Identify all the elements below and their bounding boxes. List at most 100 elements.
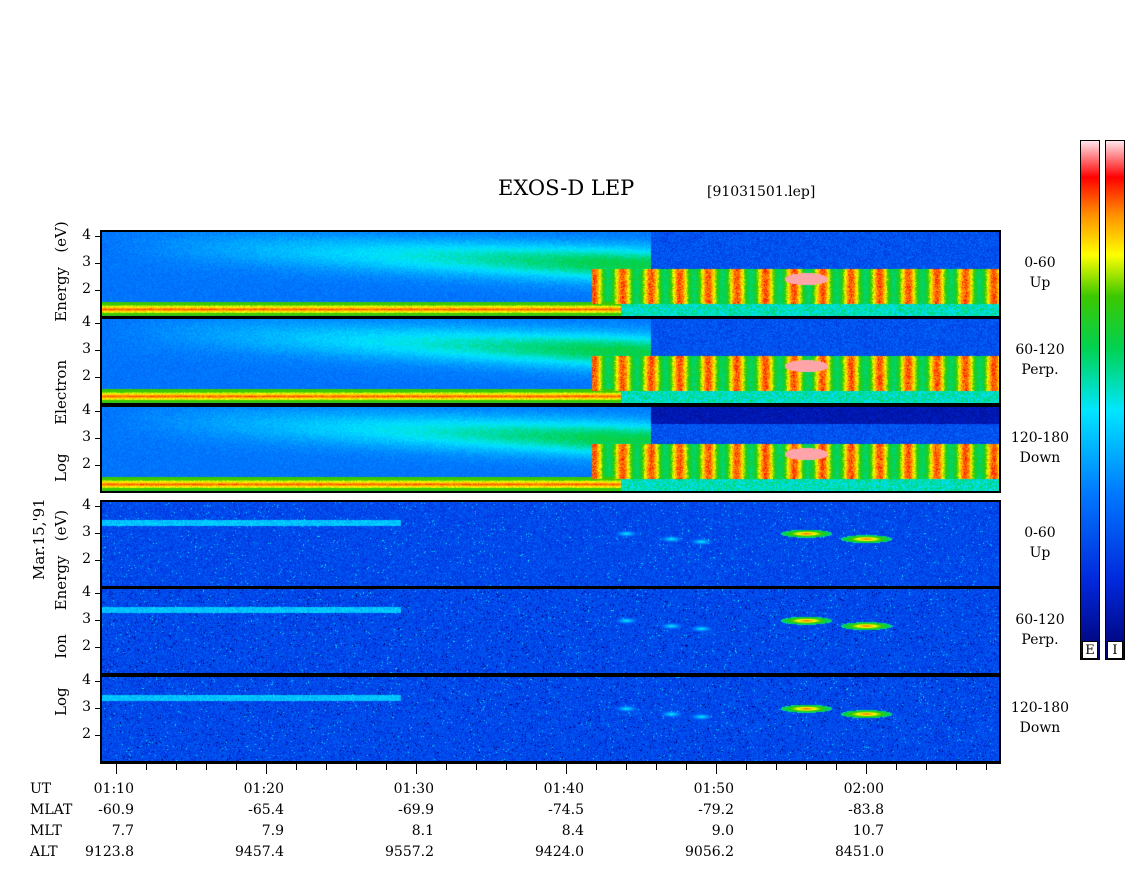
y-tick	[95, 377, 101, 379]
orbit-cell-alt: 8451.0	[835, 844, 884, 860]
x-major-tick	[716, 764, 717, 774]
spectrogram-panel-ion-3	[101, 501, 1001, 587]
orbit-cell-mlt: 8.1	[411, 823, 434, 839]
x-minor-tick	[176, 764, 177, 770]
orbit-cell-mlt: 7.9	[261, 823, 284, 839]
spectrogram-image	[101, 501, 1001, 587]
row-name-ut: UT	[30, 781, 52, 797]
orbit-cell-mlat: -60.9	[98, 802, 134, 818]
orbit-cell-ut: 01:20	[243, 781, 284, 797]
y-tick	[95, 533, 101, 535]
energy-range-label: 120-180	[1010, 700, 1070, 716]
y-tick-label: 3	[82, 254, 91, 271]
x-minor-tick	[806, 764, 807, 770]
y-tick-label: 4	[82, 402, 91, 419]
orbit-cell-mlt: 8.4	[561, 823, 584, 839]
x-minor-tick	[776, 764, 777, 770]
orbit-cell-mlt: 7.7	[111, 823, 134, 839]
orbit-cell-alt: 9123.8	[85, 844, 134, 860]
electron-axis-label: Log Electron Energy (eV)	[52, 221, 70, 482]
spectrogram-image	[101, 588, 1001, 674]
x-minor-tick	[836, 764, 837, 770]
y-tick	[95, 350, 101, 352]
spectrogram-image	[101, 318, 1001, 404]
y-tick	[95, 593, 101, 595]
y-tick-label: 4	[82, 672, 91, 689]
y-tick-label: 4	[82, 497, 91, 514]
x-minor-tick	[446, 764, 447, 770]
x-minor-tick	[626, 764, 627, 770]
orbit-cell-ut: 01:10	[93, 781, 134, 797]
y-tick-label: 2	[82, 551, 91, 568]
x-minor-tick	[986, 764, 987, 770]
x-major-tick	[266, 764, 267, 774]
y-tick-label: 2	[82, 638, 91, 655]
y-tick-label: 3	[82, 341, 91, 358]
spectrogram-panel-ion-4	[101, 588, 1001, 674]
y-tick-label: 4	[82, 314, 91, 331]
orbit-cell-mlat: -65.4	[248, 802, 284, 818]
y-tick	[95, 560, 101, 562]
ion-colorbar	[1105, 140, 1125, 660]
panel-label-0: 0-60 Up	[1000, 253, 1080, 293]
energy-range-label: 60-120	[1015, 342, 1065, 358]
y-tick-label: 2	[82, 456, 91, 473]
y-tick-label: 2	[82, 726, 91, 743]
x-minor-tick	[896, 764, 897, 770]
y-tick	[95, 735, 101, 737]
panel-label-1: 60-120 Perp.	[1000, 340, 1080, 380]
y-tick	[95, 465, 101, 467]
x-major-tick	[866, 764, 867, 774]
spectrogram-image	[101, 231, 1001, 317]
y-tick	[95, 411, 101, 413]
date-label: Mar.15,'91	[30, 498, 48, 580]
spectrogram-image	[101, 676, 1001, 762]
y-tick-label: 3	[82, 524, 91, 541]
energy-range-label: 0-60	[1024, 525, 1056, 541]
y-tick	[95, 323, 101, 325]
orbit-cell-mlt: 9.0	[711, 823, 734, 839]
x-minor-tick	[506, 764, 507, 770]
orbit-cell-mlat: -79.2	[698, 802, 734, 818]
y-tick-label: 3	[82, 429, 91, 446]
orbit-cell-ut: 02:00	[843, 781, 884, 797]
direction-label: Up	[1029, 275, 1051, 291]
spectrogram-panel-electron-2	[101, 406, 1001, 492]
energy-range-label: 0-60	[1024, 255, 1056, 271]
x-minor-tick	[476, 764, 477, 770]
y-tick	[95, 681, 101, 683]
y-tick	[95, 708, 101, 710]
y-tick	[95, 263, 101, 265]
y-tick-label: 4	[82, 584, 91, 601]
y-tick	[95, 290, 101, 292]
chart-title: EXOS-D LEP	[498, 176, 635, 200]
y-tick-label: 2	[82, 281, 91, 298]
direction-label: Down	[1019, 450, 1061, 466]
x-minor-tick	[536, 764, 537, 770]
x-minor-tick	[326, 764, 327, 770]
x-minor-tick	[356, 764, 357, 770]
direction-label: Perp.	[1021, 362, 1059, 378]
x-major-tick	[566, 764, 567, 774]
orbit-cell-mlat: -69.9	[398, 802, 434, 818]
y-tick-label: 4	[82, 227, 91, 244]
orbit-cell-ut: 01:50	[693, 781, 734, 797]
x-minor-tick	[146, 764, 147, 770]
orbit-cell-mlat: -83.8	[848, 802, 884, 818]
y-tick	[95, 506, 101, 508]
row-name-alt: ALT	[30, 844, 58, 860]
row-name-mlt: MLT	[30, 823, 62, 839]
x-minor-tick	[656, 764, 657, 770]
orbit-cell-mlt: 10.7	[852, 823, 884, 839]
orbit-cell-alt: 9557.2	[385, 844, 434, 860]
panel-label-2: 120-180 Down	[1000, 428, 1080, 468]
orbit-cell-ut: 01:30	[393, 781, 434, 797]
panel-label-3: 0-60 Up	[1000, 523, 1080, 563]
x-major-tick	[416, 764, 417, 774]
x-minor-tick	[386, 764, 387, 770]
x-minor-tick	[296, 764, 297, 770]
spectrogram-panel-electron-1	[101, 318, 1001, 404]
orbit-cell-ut: 01:40	[543, 781, 584, 797]
x-major-tick	[116, 764, 117, 774]
orbit-cell-mlat: -74.5	[548, 802, 584, 818]
